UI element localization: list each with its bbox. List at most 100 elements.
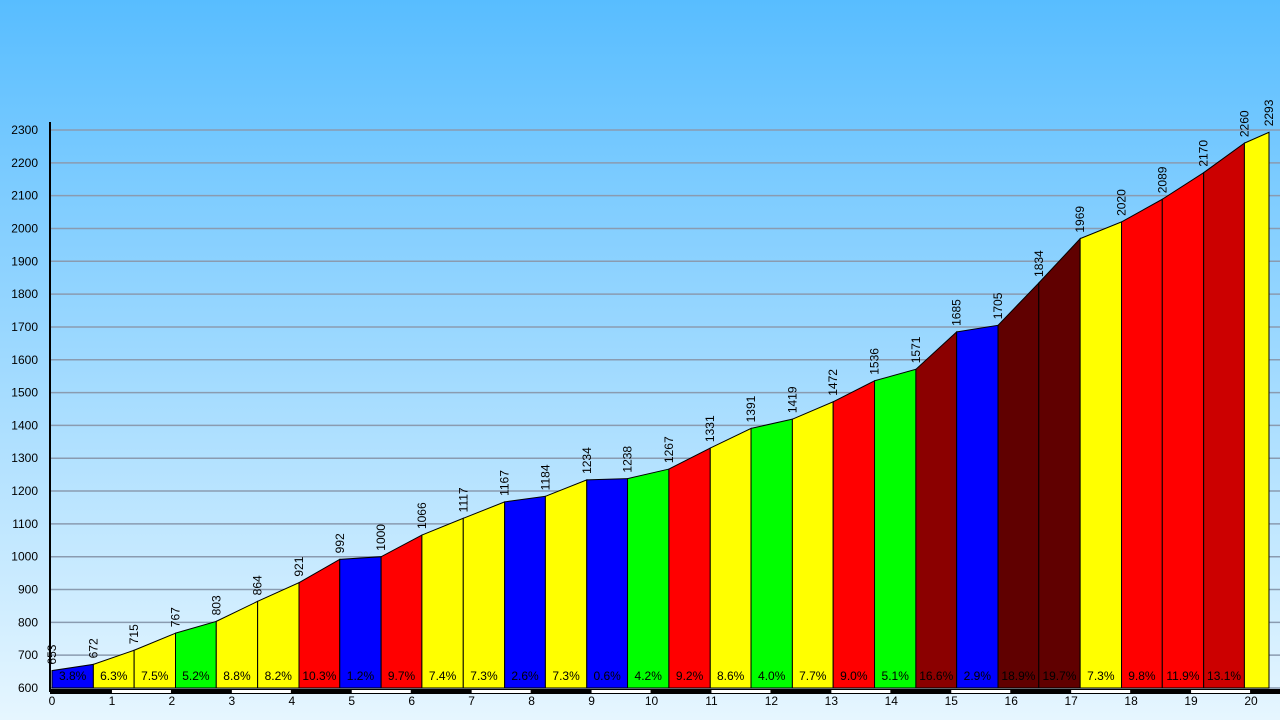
gradient-label: 7.7%: [799, 669, 827, 683]
gradient-label: 4.0%: [758, 669, 786, 683]
elevation-label: 1536: [868, 348, 882, 375]
x-km-band: [351, 690, 411, 693]
gradient-label: 7.5%: [141, 669, 169, 683]
gradient-label: 9.0%: [840, 669, 868, 683]
segment: [462, 501, 506, 689]
elevation-label: 1472: [826, 369, 840, 396]
x-tick-label: 9: [588, 694, 595, 708]
y-tick-label: 1000: [11, 550, 38, 564]
y-tick-label: 600: [18, 681, 38, 695]
x-tick-label: 15: [945, 694, 959, 708]
segment: [504, 495, 546, 689]
segment: [956, 324, 999, 689]
gradient-label: 7.4%: [429, 669, 457, 683]
gradient-label: 9.8%: [1128, 669, 1156, 683]
elevation-label: 1685: [950, 299, 964, 326]
elevation-label: 2020: [1115, 189, 1129, 216]
segment: [1038, 237, 1081, 689]
elevation-label: 672: [86, 638, 100, 658]
gradient-label: 7.3%: [552, 669, 580, 683]
y-tick-label: 1100: [12, 517, 38, 531]
gradient-label: 5.1%: [882, 669, 910, 683]
gradient-label: 10.3%: [302, 669, 336, 683]
segment: [1079, 221, 1123, 689]
segment: [1203, 142, 1245, 689]
elevation-label: 715: [127, 624, 141, 644]
x-tick-label: 18: [1124, 694, 1138, 708]
elevation-label: 2293: [1262, 99, 1276, 126]
elevation-label: 1167: [498, 470, 512, 496]
gradient-label: 2.9%: [964, 669, 992, 683]
elevation-label: 803: [209, 595, 223, 615]
x-tick-label: 16: [1005, 694, 1019, 708]
gradient-label: 7.3%: [470, 669, 498, 683]
x-tick-label: 1: [109, 694, 116, 708]
segment: [380, 534, 423, 689]
segment: [421, 517, 464, 689]
gradient-label: 1.2%: [347, 669, 375, 683]
x-km-band: [471, 690, 531, 693]
y-tick-label: 2300: [11, 123, 38, 137]
x-tick-label: 7: [468, 694, 475, 708]
elevation-label: 1267: [662, 436, 676, 463]
elevation-label: 864: [251, 575, 265, 595]
y-tick-label: 1400: [11, 418, 38, 432]
x-tick-label: 5: [348, 694, 355, 708]
x-tick-label: 13: [825, 694, 839, 708]
x-tick-label: 4: [288, 694, 295, 708]
elevation-label: 2089: [1155, 166, 1169, 193]
segment: [668, 447, 711, 689]
elevation-label: 992: [333, 533, 347, 553]
elevation-label: 1705: [991, 292, 1005, 319]
x-axis-bar: [50, 689, 1280, 694]
gradient-label: 19.7%: [1042, 669, 1076, 683]
x-tick-label: 8: [528, 694, 535, 708]
x-tick-label: 11: [705, 694, 718, 708]
x-tick-label: 20: [1244, 694, 1258, 708]
elevation-label: 1117: [456, 487, 470, 512]
gradient-label: 7.3%: [1087, 669, 1115, 683]
x-km-band: [111, 690, 171, 693]
elevation-label: 767: [168, 607, 182, 627]
elevation-label: 1000: [374, 524, 388, 551]
gradient-label: 8.2%: [265, 669, 293, 683]
x-tick-label: 14: [885, 694, 899, 708]
x-tick-label: 3: [229, 694, 236, 708]
gradient-label: 2.6%: [511, 669, 539, 683]
y-tick-label: 700: [18, 648, 38, 662]
segment: [997, 281, 1040, 689]
segment: [1243, 131, 1270, 689]
y-tick-label: 900: [18, 583, 38, 597]
y-tick-label: 1700: [11, 320, 38, 334]
elevation-label: 1571: [909, 336, 923, 363]
x-tick-label: 17: [1064, 694, 1078, 708]
elevation-label: 1331: [703, 415, 717, 442]
gradient-label: 8.8%: [223, 669, 251, 683]
gradient-label: 4.2%: [635, 669, 663, 683]
elevation-label: 1234: [580, 447, 594, 474]
segment: [544, 479, 588, 689]
gradient-label: 9.7%: [388, 669, 416, 683]
elevation-label: 1419: [785, 386, 799, 413]
y-tick-label: 2000: [11, 221, 38, 235]
segment: [709, 427, 752, 689]
y-tick-label: 2200: [11, 156, 38, 170]
gradient-label: 3.8%: [59, 669, 87, 683]
segment: [586, 478, 629, 689]
gradient-label: 5.2%: [182, 669, 210, 683]
elevation-label: 2170: [1197, 140, 1211, 167]
x-tick-label: 0: [49, 694, 56, 708]
segment: [832, 379, 876, 689]
x-tick-label: 12: [765, 694, 779, 708]
elevation-label: 1184: [538, 464, 552, 490]
y-tick-label: 1300: [11, 451, 38, 465]
x-km-band: [591, 690, 651, 693]
y-tick-label: 1600: [11, 353, 38, 367]
gradient-label: 9.2%: [676, 669, 704, 683]
elevation-label: 921: [292, 556, 306, 576]
segment: [791, 401, 834, 689]
elevation-label: 1391: [744, 395, 758, 422]
elevation-label: 653: [45, 644, 59, 664]
